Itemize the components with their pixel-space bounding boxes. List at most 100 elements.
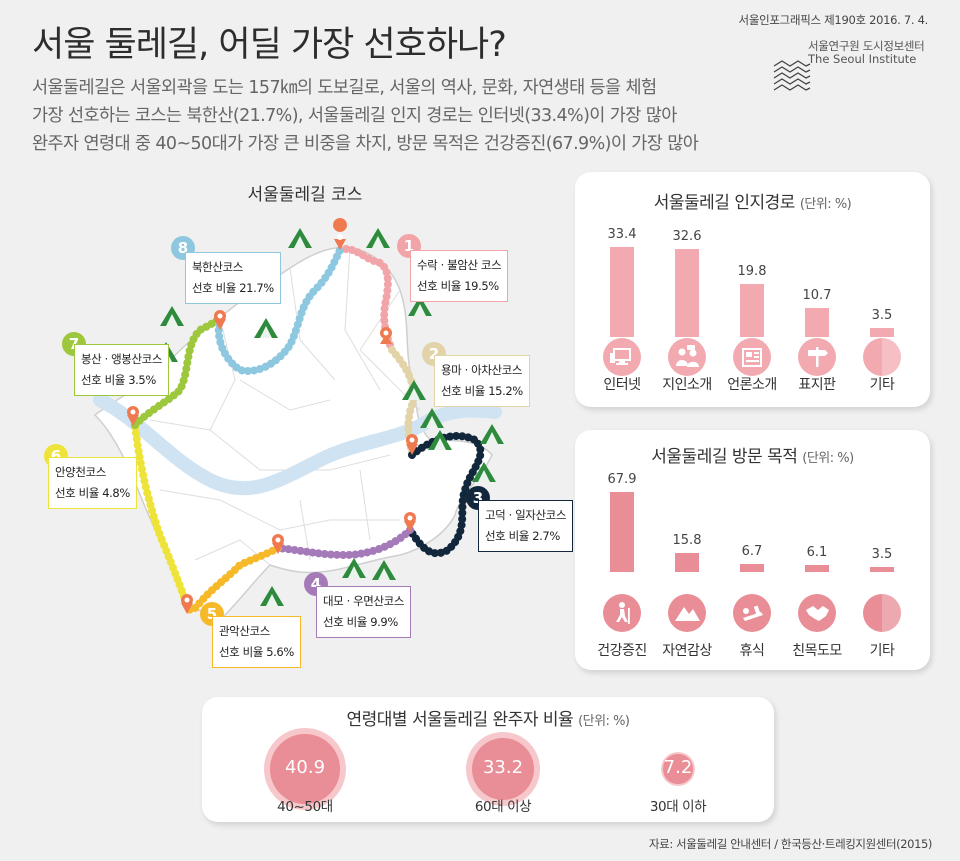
pin-icon [272, 534, 284, 554]
subtitle-line-3: 완주자 연령대 중 40~50대가 가장 큰 비중을 차지, 방문 목적은 건강… [32, 134, 699, 154]
institute-name-en: The Seoul Institute [808, 52, 917, 66]
pin-icon [127, 406, 139, 426]
course-rate: 3.5% [128, 373, 156, 387]
age-bubble-core [663, 754, 693, 784]
bar-지인소개 [675, 249, 699, 337]
course-name: 안양천코스 [55, 465, 106, 479]
trail-4-path [274, 526, 414, 560]
map-title: 서울둘레길 코스 [247, 185, 363, 205]
bar-value-label: 15.8 [672, 533, 702, 549]
purpose-chart-title: 서울둘레길 방문 목적 (단위: %) [575, 442, 930, 467]
course-rate: 9.9% [370, 615, 398, 629]
half-circle-icon [863, 594, 901, 632]
trail-6-path [131, 421, 190, 606]
recognition-chart-card: 서울둘레길 인지경로 (단위: %) 33.4 인터넷 32.6 지인소개 19.8 언론… [575, 172, 930, 407]
category-label: 표지판 [798, 377, 836, 393]
mountain-icon [402, 380, 426, 400]
course-name: 관악산코스 [219, 624, 270, 638]
institute-name-ko: 서울연구원 도시정보센터 [808, 39, 925, 53]
course-rate: 2.7% [532, 529, 560, 543]
bar-기타 [870, 327, 894, 337]
rate-label: 선호 비율 [219, 645, 263, 659]
course-box-2: 용마 · 아차산코스 선호 비율 15.2% [434, 355, 530, 407]
bar-value-label: 67.9 [607, 472, 637, 487]
rate-label: 선호 비율 [192, 281, 236, 295]
rate-label: 선호 비율 [81, 373, 125, 387]
course-name: 봉산 · 앵봉산코스 [81, 352, 163, 366]
bar-언론소개 [740, 283, 764, 337]
trail-5-path [182, 544, 282, 614]
bar-표지판 [805, 308, 829, 337]
mountain-icon [372, 560, 396, 580]
mountain-icon [420, 408, 444, 428]
chart-unit: (단위: %) [799, 197, 852, 212]
category-label: 친목도모 [792, 643, 842, 659]
computer-icon [603, 338, 641, 376]
course-box-8: 북한산코스 선호 비율 21.7% [185, 252, 281, 304]
rate-label: 선호 비율 [323, 615, 367, 629]
seoul-trail-map [93, 218, 504, 616]
mountain-icon [160, 306, 184, 326]
bar-value-label: 10.7 [802, 288, 832, 304]
age-chart-title: 연령대별 서울둘레길 완주자 비율 (단위: %) [202, 705, 774, 730]
course-box-3: 고덕 · 일자산코스 선호 비율 2.7% [478, 500, 574, 552]
course-name: 수락 · 불암산 코스 [417, 258, 502, 272]
rate-label: 선호 비율 [485, 529, 529, 543]
bar-건강증진 [610, 492, 634, 572]
age-value-label: 33.2 [482, 757, 524, 778]
rate-label: 선호 비율 [441, 384, 485, 398]
subtitle-line-1: 서울둘레길은 서울외곽을 도는 157㎞의 도보길로, 서울의 역사, 문화, … [32, 78, 657, 98]
course-rate: 4.8% [102, 486, 130, 500]
age-bubble-core [471, 737, 535, 801]
trail-7-path [131, 314, 224, 429]
han-river [93, 393, 502, 496]
course-rate: 21.7% [239, 281, 274, 295]
source-note: 자료: 서울둘레길 안내센터 / 한국등산·트레킹지원센터(2015) [648, 837, 932, 851]
bar-자연감상 [675, 553, 699, 572]
rate-label: 선호 비율 [417, 279, 461, 293]
course-name: 고덕 · 일자산코스 [485, 508, 567, 522]
hiker-icon [603, 594, 641, 632]
course-box-5: 관악산코스 선호 비율 5.6% [212, 616, 301, 668]
bar-value-label: 3.5 [871, 307, 893, 323]
age-category-label: 40~50대 [277, 799, 333, 815]
age-chart-card: 연령대별 서울둘레길 완주자 비율 (단위: %) 40.9 40~50대 33.2… [202, 697, 774, 822]
course-box-1: 수락 · 불암산 코스 선호 비율 19.5% [410, 250, 509, 302]
course-rate: 19.5% [464, 279, 499, 293]
pin-icon [404, 512, 416, 532]
bar-value-label: 19.8 [737, 263, 767, 279]
mountain-icon [472, 462, 496, 482]
pin-icon [380, 327, 392, 344]
trail-3-path [406, 432, 485, 558]
course-rate: 15.2% [488, 384, 523, 398]
chart-title-text: 서울둘레길 방문 목적 [651, 447, 798, 467]
chart-title-text: 서울둘레길 인지경로 [653, 193, 796, 213]
course-name: 북한산코스 [192, 260, 243, 274]
category-label: 휴식 [739, 643, 765, 659]
category-label: 건강증진 [597, 643, 647, 659]
publication-info: 서울인포그래픽스 제190호 2016. 7. 4. [738, 13, 929, 27]
course-number-1: 1 [397, 234, 421, 258]
bar-휴식 [740, 564, 764, 572]
signpost-icon [798, 338, 836, 376]
recognition-chart-title: 서울둘레길 인지경로 (단위: %) [575, 188, 930, 213]
course-box-4: 대모 · 우면산코스 선호 비율 9.9% [316, 586, 412, 638]
category-label: 자연감상 [662, 643, 712, 659]
category-label: 언론소개 [727, 377, 777, 393]
course-box-7: 봉산 · 앵봉산코스 선호 비율 3.5% [74, 344, 170, 396]
category-label: 인터넷 [603, 377, 641, 393]
bar-인터넷 [610, 247, 634, 337]
mountain-icon [342, 558, 366, 578]
bar-친목도모 [805, 564, 829, 572]
newspaper-icon [733, 338, 771, 376]
rate-label: 선호 비율 [55, 486, 99, 500]
pin-icon [406, 434, 418, 455]
pin-icon [214, 310, 226, 330]
bar-value-label: 33.4 [607, 227, 637, 242]
trail-8-path [214, 246, 344, 375]
half-circle-icon [863, 338, 901, 376]
mountain-icon [668, 594, 706, 632]
age-category-label: 30대 이하 [649, 799, 707, 815]
bar-value-label: 6.1 [806, 544, 828, 560]
pin-icon [181, 594, 193, 614]
